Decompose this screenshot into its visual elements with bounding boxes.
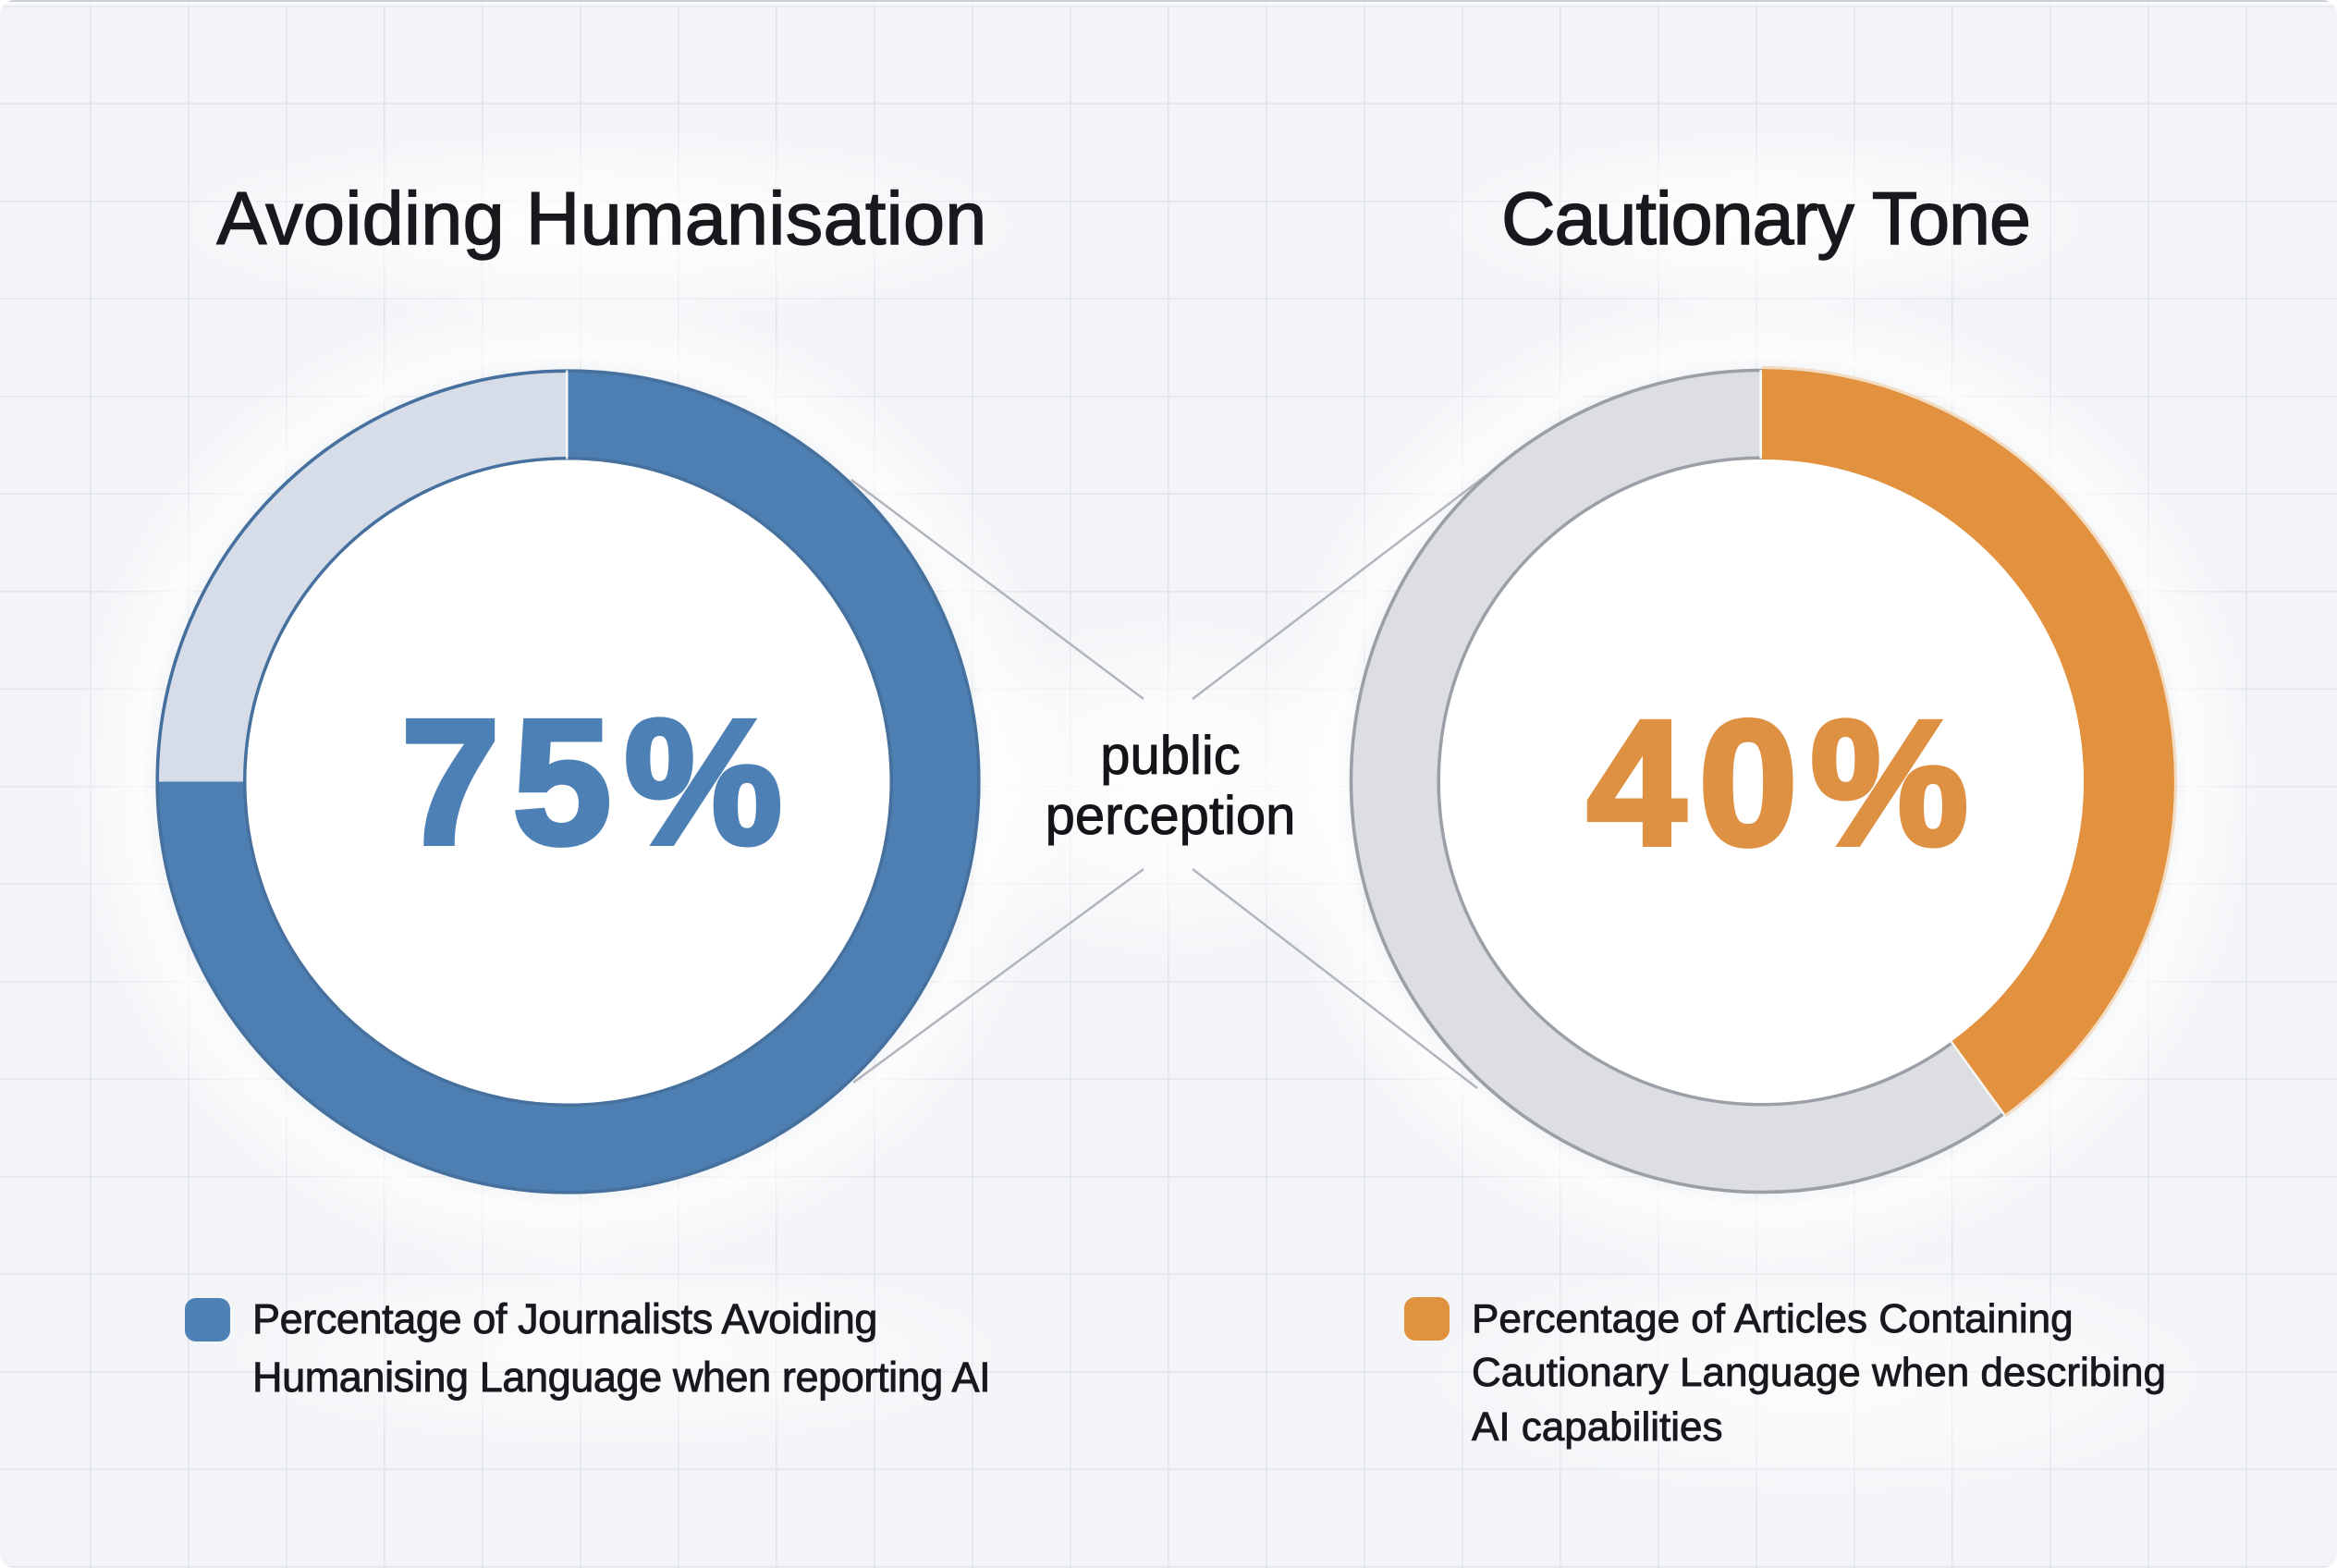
svg-text:40%: 40% bbox=[1587, 683, 1981, 882]
svg-text:75%: 75% bbox=[401, 682, 795, 881]
